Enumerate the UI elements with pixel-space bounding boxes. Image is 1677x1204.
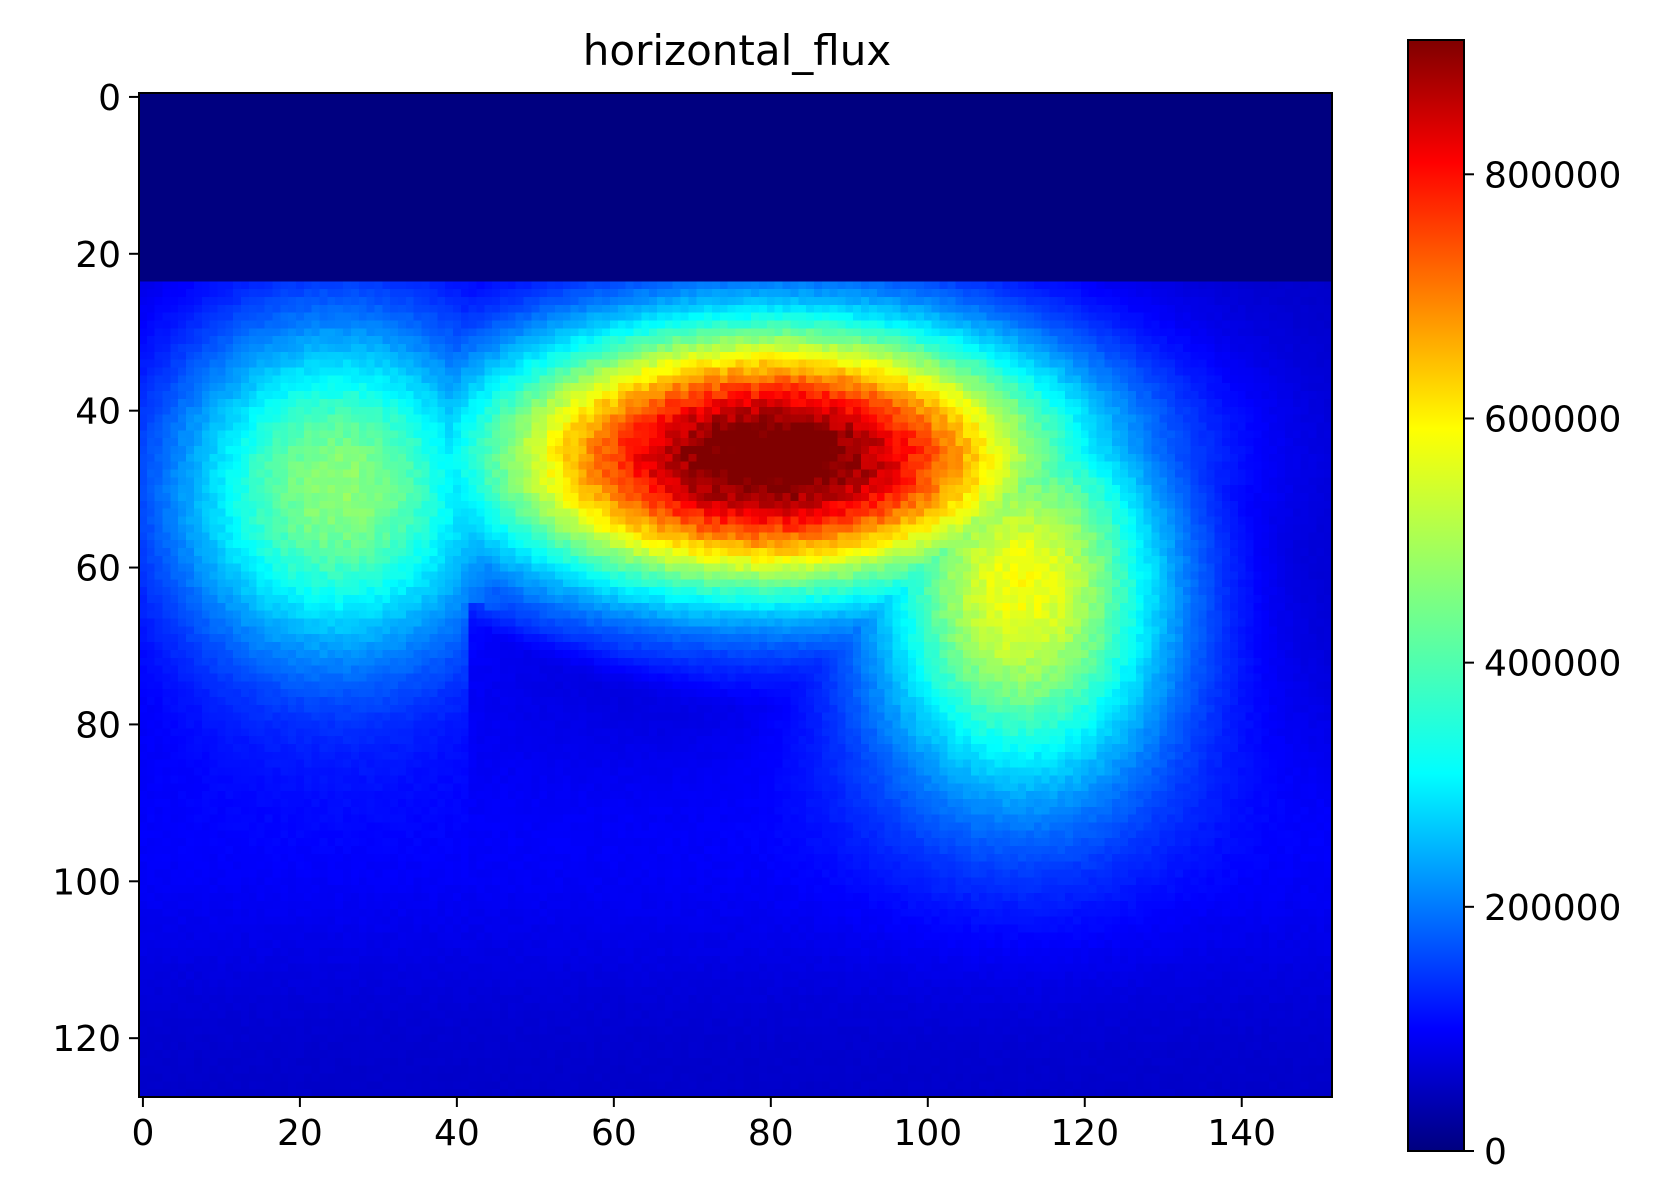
y-tick-label: 0 — [98, 78, 121, 119]
plot-frame — [138, 92, 1333, 1098]
x-tick-label: 100 — [893, 1113, 962, 1154]
x-tick-label: 120 — [1050, 1113, 1119, 1154]
x-axis: 0 20 40 60 80 100 120 140 — [131, 1097, 1276, 1154]
y-tick-label: 60 — [75, 549, 121, 590]
y-tick-label: 20 — [75, 235, 121, 276]
x-tick-label: 0 — [131, 1113, 154, 1154]
chart-title: horizontal_flux — [583, 26, 891, 75]
colorbar-tick-label: 400000 — [1484, 644, 1621, 685]
x-tick-label: 140 — [1207, 1113, 1276, 1154]
y-axis: 0 20 40 60 80 100 120 — [52, 78, 139, 1060]
heatmap-image — [139, 93, 1332, 1097]
x-tick-label: 40 — [434, 1113, 480, 1154]
y-tick-label: 80 — [75, 705, 121, 746]
colorbar — [1407, 39, 1465, 1152]
colorbar-tick-label: 800000 — [1484, 155, 1621, 196]
y-tick-label: 120 — [52, 1019, 121, 1060]
colorbar-tick-label: 200000 — [1484, 888, 1621, 929]
colorbar-tick-label: 600000 — [1484, 399, 1621, 440]
x-tick-label: 20 — [277, 1113, 323, 1154]
x-tick-label: 60 — [591, 1113, 637, 1154]
colorbar-tick-label: 0 — [1484, 1132, 1507, 1173]
colorbar-axis: 0 200000 400000 600000 800000 — [1464, 155, 1621, 1173]
y-tick-label: 100 — [52, 862, 121, 903]
y-tick-label: 40 — [75, 392, 121, 433]
x-tick-label: 80 — [748, 1113, 794, 1154]
